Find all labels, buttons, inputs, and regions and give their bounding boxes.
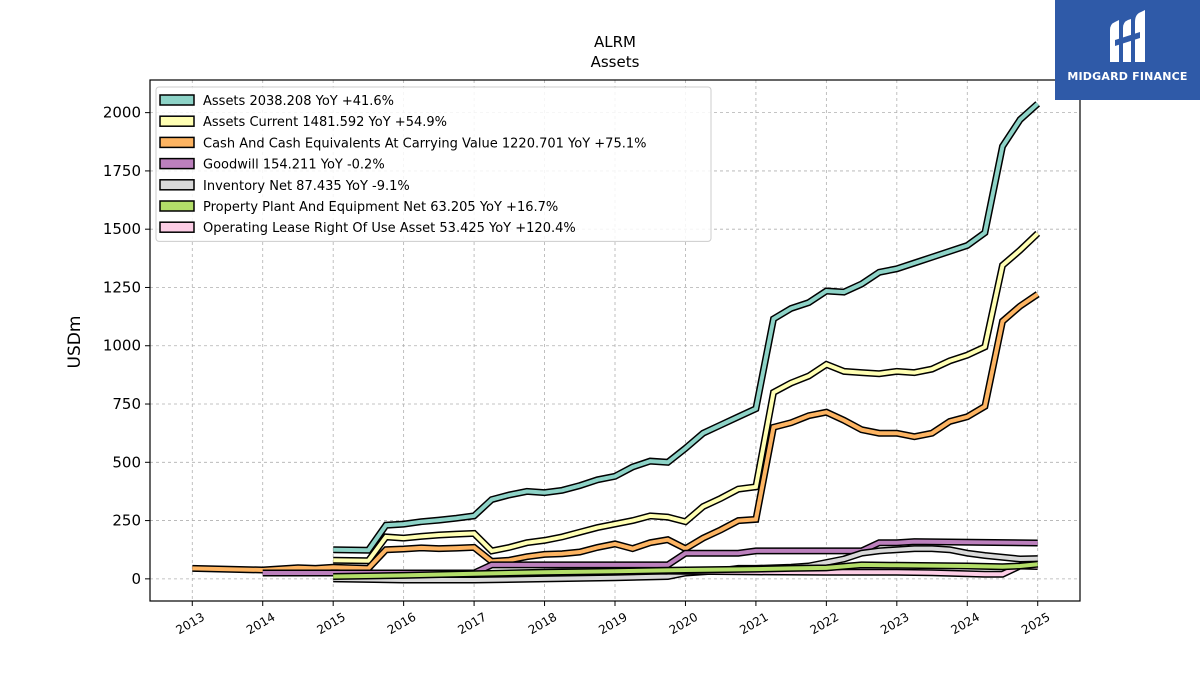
legend-swatch: [159, 94, 195, 106]
legend-swatch: [159, 115, 195, 127]
y-tick-label: 1000: [103, 337, 141, 355]
x-tick-label: 2014: [244, 610, 277, 637]
y-tick-label: 1750: [103, 162, 141, 180]
x-tick-label: 2016: [385, 610, 418, 637]
legend-label: Operating Lease Right Of Use Asset 53.42…: [203, 221, 576, 236]
y-tick-label: 1250: [103, 278, 141, 296]
legend: Assets 2038.208 YoY +41.6% Assets Current…: [155, 86, 712, 242]
series-line: [333, 546, 1038, 582]
legend-swatch: [159, 157, 195, 170]
legend-swatch: [159, 136, 195, 149]
x-axis: 2013 2014 2015 2016 2017 2018 2019 2020 2021 2022…: [174, 601, 1052, 637]
x-tick-label: 2015: [314, 610, 347, 637]
series-line: [333, 569, 616, 579]
series-line-outline: [192, 291, 1040, 574]
legend-label: Cash And Cash Equivalents At Carrying Va…: [203, 136, 646, 151]
series-line: [333, 102, 1040, 553]
brand-name: MIDGARD FINANCE: [1067, 70, 1188, 83]
chart-subtitle: Assets: [591, 53, 640, 71]
legend-box: [155, 86, 712, 242]
series-line: [614, 562, 1038, 574]
x-tick-label: 2023: [878, 610, 911, 637]
x-tick-label: 2020: [667, 610, 700, 637]
series-line: [192, 292, 1039, 573]
y-axis-label: USDm: [65, 316, 85, 369]
series-line: [333, 231, 1040, 563]
x-tick-label: 2017: [455, 610, 488, 637]
legend-swatch: [159, 221, 195, 233]
y-tick-label: 750: [112, 395, 141, 413]
x-tick-label: 2021: [737, 610, 770, 637]
y-tick-label: 0: [131, 570, 141, 588]
y-tick-label: 500: [112, 453, 141, 471]
series-line: [262, 539, 1038, 575]
chart-title: ALRM: [594, 33, 636, 51]
legend-label: Inventory Net 87.435 YoY -9.1%: [203, 179, 410, 194]
x-tick-label: 2019: [596, 610, 629, 637]
series-layer: [192, 101, 1041, 584]
x-tick-label: 2022: [808, 610, 841, 637]
brand-logo: MIDGARD FINANCE: [1055, 0, 1200, 100]
x-tick-label: 2024: [949, 610, 982, 637]
series-line-outline: [333, 230, 1041, 565]
y-axis: 0 250 500 750 1000 1250 1500 1750 2000: [103, 104, 150, 588]
x-tick-label: 2025: [1019, 610, 1052, 637]
y-tick-label: 250: [112, 512, 141, 530]
brand-mark-icon: [1110, 10, 1145, 62]
y-tick-label: 1500: [103, 220, 141, 238]
x-tick-label: 2018: [526, 610, 559, 637]
legend-label: Assets Current 1481.592 YoY +54.9%: [203, 115, 447, 130]
y-tick-label: 2000: [103, 104, 141, 122]
x-tick-label: 2013: [174, 610, 207, 637]
legend-label: Assets 2038.208 YoY +41.6%: [203, 94, 394, 109]
legend-label: Goodwill 154.211 YoY -0.2%: [203, 158, 385, 173]
legend-swatch: [159, 179, 195, 191]
legend-label: Property Plant And Equipment Net 63.205 …: [203, 200, 558, 215]
legend-swatch: [159, 200, 195, 212]
